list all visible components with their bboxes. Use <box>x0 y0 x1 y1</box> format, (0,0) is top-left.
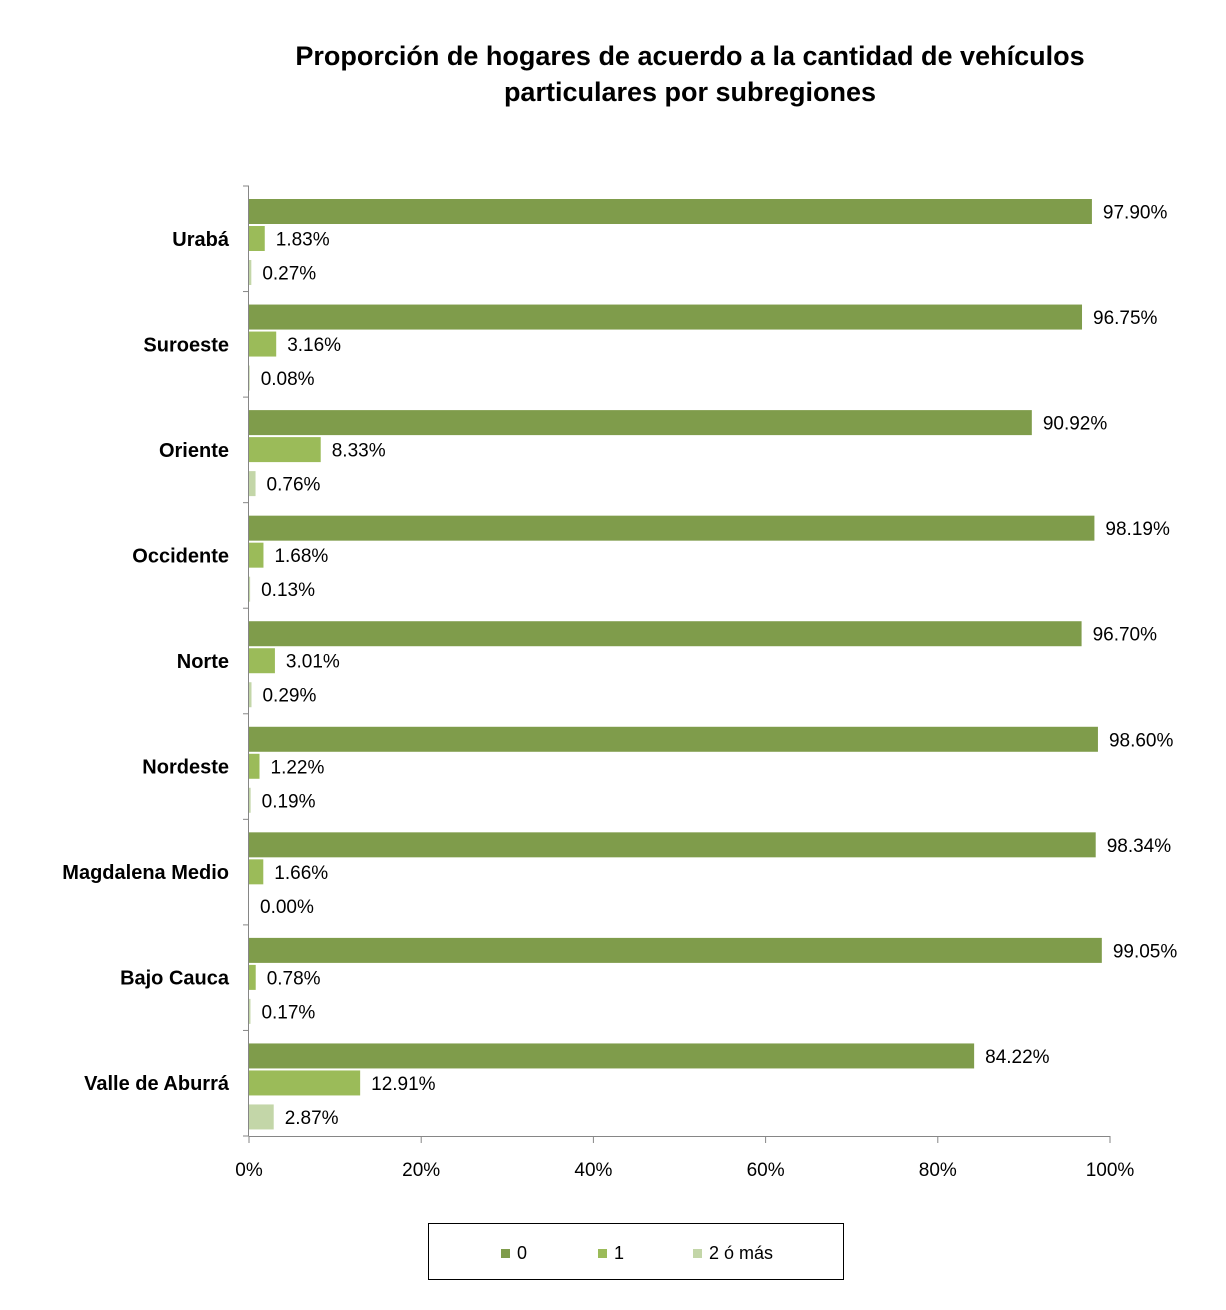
bar-0-0 <box>249 199 1092 224</box>
bar-4-1 <box>249 648 275 674</box>
bar-1-1 <box>249 331 277 357</box>
bar-6-1 <box>249 859 264 885</box>
x-tick-label-4: 80% <box>919 1160 957 1181</box>
bar-0-2 <box>249 260 252 285</box>
data-label-2-0: 90.92% <box>1043 414 1108 435</box>
legend-entry-2: 2 ó más <box>693 1243 773 1263</box>
bar-6-0 <box>249 832 1096 858</box>
data-label-5-2: 0.19% <box>262 791 316 812</box>
bar-2-1 <box>249 437 321 463</box>
legend-label-1: 1 <box>614 1242 625 1263</box>
data-label-7-0: 99.05% <box>1113 941 1178 962</box>
data-label-5-0: 98.60% <box>1109 730 1174 751</box>
category-label-7: Bajo Cauca <box>120 968 230 990</box>
bar-3-2 <box>249 576 251 602</box>
legend-entry-1: 1 <box>598 1243 624 1263</box>
x-tick-label-5: 100% <box>1086 1160 1135 1181</box>
data-label-4-2: 0.29% <box>262 686 316 707</box>
category-label-3: Occidente <box>132 545 229 567</box>
bar-1-0 <box>249 304 1083 330</box>
data-label-7-1: 0.78% <box>267 968 321 989</box>
bar-7-1 <box>249 964 256 990</box>
category-label-6: Magdalena Medio <box>62 862 229 884</box>
legend-label-2: 2 ó más <box>709 1242 774 1263</box>
data-label-6-2: 0.00% <box>260 897 314 918</box>
data-label-4-0: 96.70% <box>1093 625 1158 646</box>
bar-2-0 <box>249 410 1032 436</box>
chart-title-line-1: Proporción de hogares de acuerdo a la ca… <box>295 41 1085 71</box>
category-label-4: Norte <box>177 651 229 673</box>
chart-title: Proporción de hogares de acuerdo a la ca… <box>160 38 1220 110</box>
data-label-3-1: 1.68% <box>274 546 328 567</box>
category-label-1: Suroeste <box>143 334 229 356</box>
data-label-6-0: 98.34% <box>1107 836 1172 857</box>
bar-4-0 <box>249 621 1082 647</box>
data-label-7-2: 0.17% <box>261 1002 315 1023</box>
category-label-0: Urabá <box>172 229 230 251</box>
data-label-8-0: 84.22% <box>985 1047 1050 1068</box>
bar-3-1 <box>249 542 264 568</box>
bar-5-2 <box>249 787 251 813</box>
bar-0-1 <box>249 226 265 251</box>
bar-5-1 <box>249 753 260 779</box>
data-label-0-1: 1.83% <box>276 230 330 251</box>
data-label-4-1: 3.01% <box>286 652 340 673</box>
chart-title-line-2: particulares por subregiones <box>503 77 877 107</box>
data-label-2-1: 8.33% <box>332 441 386 462</box>
category-label-2: Oriente <box>159 440 229 462</box>
data-label-1-0: 96.75% <box>1093 308 1158 329</box>
legend-swatch-0 <box>501 1248 510 1258</box>
data-label-0-2: 0.27% <box>262 264 316 285</box>
x-tick-label-0: 0% <box>235 1160 263 1181</box>
bar-1-2 <box>249 365 250 391</box>
x-tick-label-2: 40% <box>574 1160 612 1181</box>
bar-8-2 <box>249 1104 274 1130</box>
data-label-8-1: 12.91% <box>371 1074 436 1095</box>
bar-8-1 <box>249 1070 361 1096</box>
data-label-5-1: 1.22% <box>271 757 325 778</box>
category-label-5: Nordeste <box>142 757 229 779</box>
data-label-3-2: 0.13% <box>261 580 315 601</box>
legend-swatch-2 <box>693 1248 702 1258</box>
data-label-3-0: 98.19% <box>1105 519 1170 540</box>
bar-3-0 <box>249 515 1095 541</box>
bar-4-2 <box>249 682 252 708</box>
bar-5-0 <box>249 726 1098 752</box>
legend-swatch-1 <box>598 1248 607 1258</box>
data-label-1-2: 0.08% <box>261 369 315 390</box>
data-label-8-2: 2.87% <box>285 1108 339 1129</box>
legend-entry-0: 0 <box>501 1243 527 1263</box>
bar-7-2 <box>249 998 251 1024</box>
x-tick-label-1: 20% <box>402 1160 440 1181</box>
data-label-6-1: 1.66% <box>274 863 328 884</box>
bar-7-0 <box>249 937 1102 963</box>
category-label-8: Valle de Aburrá <box>84 1073 230 1095</box>
x-tick-label-3: 60% <box>747 1160 785 1181</box>
bar-2-2 <box>249 471 256 497</box>
legend-label-0: 0 <box>517 1242 528 1263</box>
data-label-1-1: 3.16% <box>287 335 341 356</box>
bar-8-0 <box>249 1043 975 1069</box>
legend: 0 1 2 ó más <box>428 1223 844 1280</box>
data-label-2-2: 0.76% <box>267 475 321 496</box>
data-label-0-0: 97.90% <box>1103 203 1168 224</box>
